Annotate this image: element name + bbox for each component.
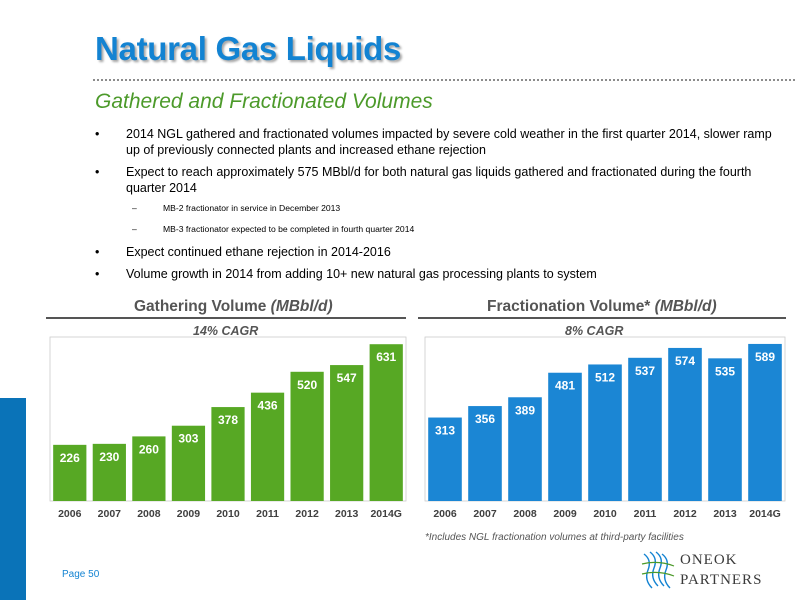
fractionation-title-unit: (MBbl/d)	[654, 298, 717, 315]
fractionation-x-tick-label: 2008	[513, 508, 537, 520]
page-title: Natural Gas Liquids	[95, 30, 402, 67]
fractionation-bar-value-label: 589	[755, 350, 775, 364]
sub-bullet-item: – MB-2 fractionator in service in Decemb…	[95, 202, 775, 214]
fractionation-bar	[508, 397, 542, 501]
gathering-x-tick-label: 2010	[216, 508, 240, 520]
gathering-bar	[250, 392, 285, 501]
gathering-x-tick-label: 2006	[58, 508, 82, 520]
gathering-bar	[290, 371, 324, 501]
fractionation-volume-chart: 313 2006 356 2007 389 2008 481 2009 512 2010 537 20…	[424, 336, 786, 520]
fractionation-bar	[708, 358, 742, 501]
fractionation-title-rule	[418, 317, 786, 319]
gathering-x-tick-label: 2012	[295, 508, 319, 520]
gathering-volume-chart: 226 2006 230 2007 260 2008 303 2009 378 2010 436 20…	[49, 336, 407, 520]
gathering-title-unit: (MBbl/d)	[270, 298, 333, 315]
page-number: Page 50	[62, 569, 100, 580]
gathering-bar-value-label: 260	[139, 442, 159, 456]
gathering-x-tick-label: 2011	[256, 508, 279, 520]
bullet-item: • Expect continued ethane rejection in 2…	[95, 244, 775, 260]
gathering-bar	[132, 436, 166, 501]
fractionation-bar-value-label: 535	[715, 364, 735, 378]
gathering-bar-value-label: 303	[178, 432, 198, 446]
fractionation-bar	[428, 417, 462, 501]
fractionation-bar-value-label: 537	[635, 364, 655, 378]
gathering-x-tick-label: 2008	[137, 508, 161, 520]
gathering-title-text: Gathering Volume	[134, 298, 267, 315]
sub-bullet-text: MB-2 fractionator in service in December…	[163, 203, 341, 213]
gathering-bar-value-label: 378	[218, 413, 238, 427]
bullet-item: • Expect to reach approximately 575 MBbl…	[95, 164, 775, 196]
fractionation-x-tick-label: 2010	[593, 508, 617, 520]
fractionation-x-tick-label: 2012	[673, 508, 697, 520]
bullet-marker: •	[95, 267, 100, 281]
gathering-chart-title: Gathering Volume (MBbl/d)	[134, 298, 333, 316]
bullet-list: • 2014 NGL gathered and fractionated vol…	[95, 126, 775, 288]
fractionation-x-tick-label: 2009	[553, 508, 577, 520]
gathering-x-tick-label: 2007	[98, 508, 122, 520]
fractionation-bar-value-label: 512	[595, 370, 615, 384]
bullet-text: Expect to reach approximately 575 MBbl/d…	[126, 165, 752, 195]
fractionation-x-tick-label: 2007	[473, 508, 497, 520]
gathering-bar-value-label: 631	[376, 350, 396, 364]
gathering-bar	[171, 425, 206, 501]
sub-bullet-item: – MB-3 fractionator expected to be compl…	[95, 223, 775, 235]
fractionation-bar	[748, 343, 782, 501]
gathering-bar	[211, 407, 245, 501]
fractionation-bar-value-label: 389	[515, 403, 535, 417]
fractionation-bar	[628, 357, 662, 501]
bullet-text: Expect continued ethane rejection in 201…	[126, 245, 391, 259]
left-accent-bar	[0, 398, 26, 600]
fractionation-cagr: 8% CAGR	[565, 324, 624, 338]
fractionation-chart-title: Fractionation Volume* (MBbl/d)	[487, 298, 717, 316]
fractionation-bar	[668, 347, 702, 501]
bullet-marker: •	[95, 127, 100, 141]
fractionation-x-tick-label: 2014G	[749, 508, 781, 520]
fractionation-bar-value-label: 574	[675, 354, 695, 368]
bullet-text: 2014 NGL gathered and fractionated volum…	[126, 127, 772, 157]
bullet-item: • Volume growth in 2014 from adding 10+ …	[95, 266, 775, 282]
title-divider	[93, 79, 795, 81]
gathering-x-tick-label: 2013	[335, 508, 359, 520]
fractionation-bar	[468, 406, 502, 501]
gathering-bar-value-label: 547	[337, 371, 357, 385]
gathering-x-tick-label: 2009	[177, 508, 201, 520]
gathering-x-tick-label: 2014G	[370, 508, 402, 520]
fractionation-bar-value-label: 356	[475, 412, 495, 426]
fractionation-bar-value-label: 313	[435, 424, 455, 438]
sub-bullet-marker: –	[132, 203, 137, 213]
gathering-bar	[53, 444, 87, 501]
gathering-bar	[330, 365, 364, 501]
bullet-text: Volume growth in 2014 from adding 10+ ne…	[126, 267, 597, 281]
bullet-marker: •	[95, 245, 100, 259]
gathering-bar-value-label: 226	[60, 451, 80, 465]
sub-bullet-marker: –	[132, 224, 137, 234]
logo-line-1: ONEOK	[680, 552, 738, 568]
fractionation-bar-value-label: 481	[555, 379, 575, 393]
gathering-bar-value-label: 520	[297, 378, 317, 392]
gathering-bar	[92, 443, 126, 501]
gathering-bar-value-label: 230	[99, 450, 119, 464]
bullet-item: • 2014 NGL gathered and fractionated vol…	[95, 126, 775, 158]
oneok-partners-logo: ONEOK PARTNERS	[640, 550, 761, 597]
fractionation-x-tick-label: 2011	[634, 508, 657, 520]
fractionation-x-tick-label: 2006	[433, 508, 457, 520]
gathering-bar	[369, 344, 403, 501]
gathering-cagr: 14% CAGR	[193, 324, 259, 338]
logo-line-2: PARTNERS	[680, 572, 763, 588]
fractionation-title-text: Fractionation Volume*	[487, 298, 651, 315]
footnote: *Includes NGL fractionation volumes at t…	[425, 532, 684, 543]
fractionation-bar	[588, 364, 622, 501]
logo-mark-icon	[641, 551, 675, 589]
gathering-bar-value-label: 436	[258, 399, 278, 413]
gathering-title-rule	[46, 317, 406, 319]
sub-bullet-text: MB-3 fractionator expected to be complet…	[163, 224, 415, 234]
fractionation-bar	[548, 372, 582, 501]
bullet-marker: •	[95, 165, 100, 179]
page-subtitle: Gathered and Fractionated Volumes	[95, 90, 433, 113]
fractionation-x-tick-label: 2013	[713, 508, 737, 520]
